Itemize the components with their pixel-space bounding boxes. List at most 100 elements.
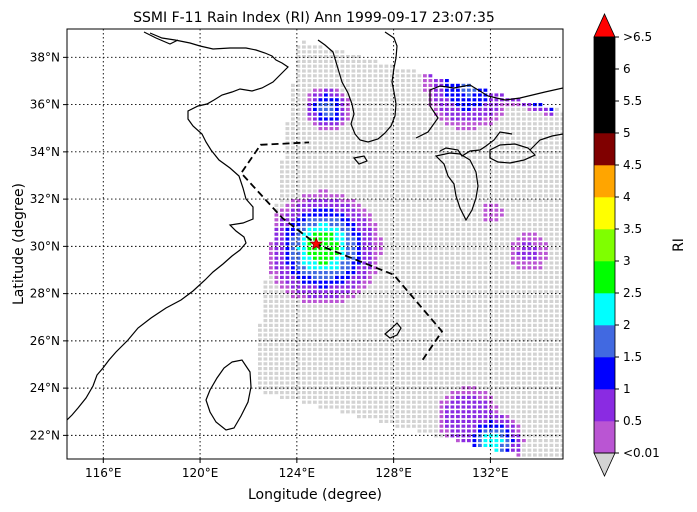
swath-pixel <box>324 352 328 356</box>
swath-pixel <box>406 83 411 87</box>
swath-pixel <box>329 59 334 63</box>
swath-pixel <box>461 232 466 236</box>
swath-pixel <box>472 367 477 371</box>
swath-pixel <box>296 357 301 361</box>
swath-pixel <box>560 400 563 404</box>
swath-pixel <box>533 203 537 207</box>
swath-pixel <box>379 141 383 145</box>
swath-pixel <box>494 275 499 279</box>
swath-pixel <box>445 266 449 270</box>
swath-pixel <box>428 184 433 188</box>
swath-pixel <box>362 410 367 414</box>
swath-pixel <box>329 189 334 193</box>
swath-pixel <box>313 367 317 371</box>
swath-pixel <box>379 395 383 399</box>
swath-pixel <box>329 179 334 183</box>
swath-pixel <box>538 285 543 289</box>
swath-pixel <box>461 299 466 303</box>
swath-pixel <box>269 381 273 385</box>
swath-pixel <box>450 285 455 289</box>
swath-pixel <box>494 199 499 203</box>
swath-pixel <box>346 271 350 275</box>
swath-pixel <box>434 352 438 356</box>
swath-pixel <box>461 352 466 356</box>
swath-pixel <box>406 194 411 198</box>
swath-pixel <box>472 376 477 380</box>
swath-pixel <box>489 146 493 150</box>
swath-pixel <box>423 199 427 203</box>
swath-pixel <box>346 218 350 222</box>
swath-pixel <box>472 165 477 169</box>
swath-pixel <box>269 333 273 337</box>
swath-pixel <box>544 122 548 126</box>
swath-pixel <box>445 405 449 409</box>
swath-pixel <box>417 362 422 366</box>
swath-pixel <box>362 333 367 337</box>
swath-pixel <box>511 232 515 236</box>
swath-pixel <box>428 261 433 265</box>
swath-pixel <box>489 424 493 428</box>
swath-pixel <box>401 295 405 299</box>
swath-pixel <box>456 256 460 260</box>
swath-pixel <box>335 333 339 337</box>
swath-pixel <box>461 194 466 198</box>
swath-pixel <box>313 223 317 227</box>
swath-pixel <box>329 271 334 275</box>
swath-pixel <box>544 448 548 452</box>
swath-pixel <box>285 151 290 155</box>
swath-pixel <box>516 362 521 366</box>
swath-pixel <box>357 347 361 351</box>
swath-pixel <box>439 203 444 207</box>
swath-pixel <box>412 275 416 279</box>
swath-pixel <box>439 103 444 107</box>
swath-pixel <box>335 381 339 385</box>
swath-pixel <box>505 194 510 198</box>
swath-pixel <box>373 410 378 414</box>
swath-pixel <box>450 338 455 342</box>
swath-pixel <box>461 83 466 87</box>
swath-pixel <box>489 295 493 299</box>
swath-pixel <box>500 371 504 375</box>
swath-pixel <box>555 448 559 452</box>
swath-pixel <box>335 170 339 174</box>
swath-pixel <box>362 184 367 188</box>
swath-pixel <box>522 290 526 294</box>
swath-pixel <box>406 141 411 145</box>
swath-pixel <box>324 184 328 188</box>
swath-pixel <box>478 117 482 121</box>
swath-pixel <box>390 83 394 87</box>
swath-pixel <box>302 59 306 63</box>
swath-pixel <box>423 304 427 308</box>
swath-pixel <box>285 319 290 323</box>
swath-pixel <box>335 88 339 92</box>
swath-pixel <box>511 424 515 428</box>
swath-pixel <box>291 362 295 366</box>
swath-pixel <box>296 285 301 289</box>
swath-pixel <box>362 285 367 289</box>
swath-pixel <box>500 247 504 251</box>
swath-pixel <box>384 352 389 356</box>
swath-pixel <box>461 405 466 409</box>
swath-pixel <box>357 386 361 390</box>
swath-pixel <box>390 237 394 241</box>
swath-pixel <box>346 69 350 73</box>
swath-pixel <box>445 208 449 212</box>
swath-pixel <box>560 347 563 351</box>
swath-pixel <box>445 400 449 404</box>
swath-pixel <box>538 328 543 332</box>
swath-pixel <box>489 439 493 443</box>
swath-pixel <box>379 333 383 337</box>
swath-pixel <box>494 251 499 255</box>
swath-pixel <box>357 69 361 73</box>
swath-pixel <box>549 319 554 323</box>
swath-pixel <box>340 55 345 59</box>
swath-pixel <box>274 333 279 337</box>
swath-pixel <box>351 175 356 179</box>
swath-pixel <box>505 203 510 207</box>
swath-pixel <box>555 136 559 140</box>
swath-pixel <box>285 343 290 347</box>
swath-pixel <box>307 333 312 337</box>
swath-pixel <box>307 64 312 68</box>
swath-pixel <box>450 227 455 231</box>
swath-pixel <box>384 251 389 255</box>
